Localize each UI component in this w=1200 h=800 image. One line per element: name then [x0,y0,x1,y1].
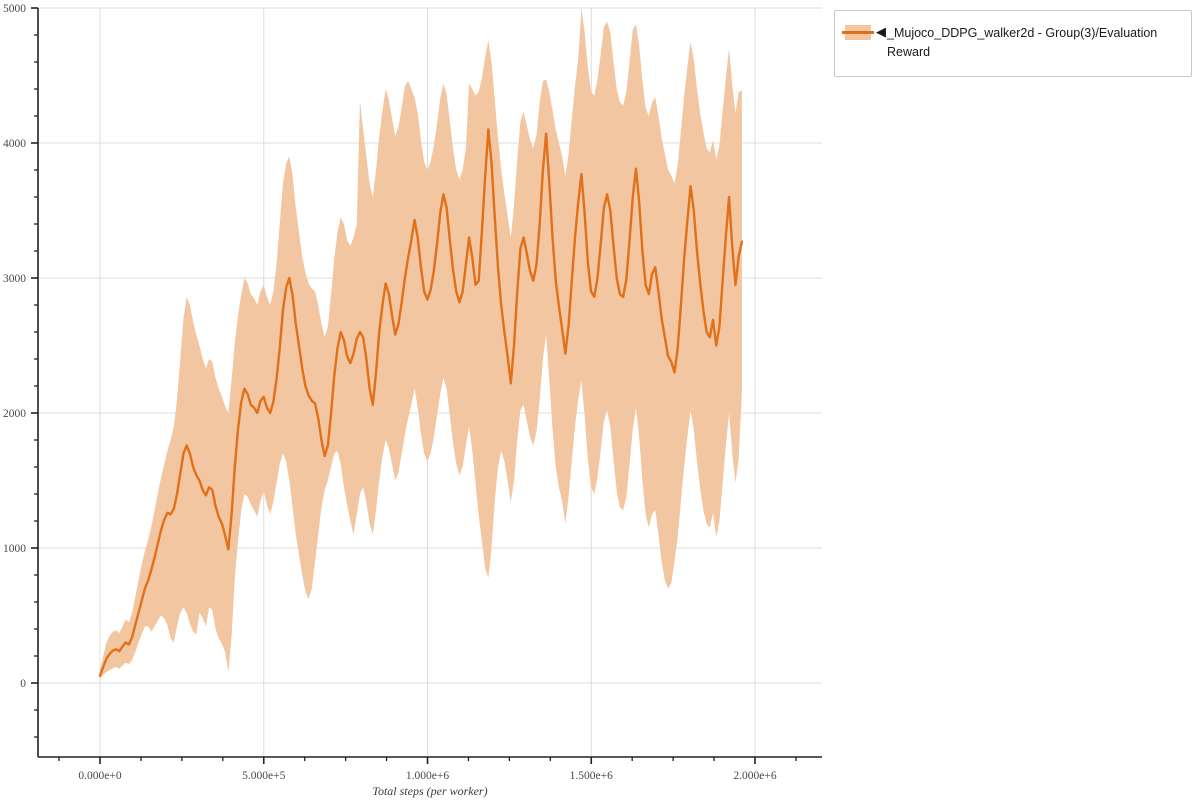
legend-swatch [842,25,874,40]
legend-label: _Mujoco_DDPG_walker2d - Group(3)/Evaluat… [887,26,1158,59]
y-tick-label: 4000 [3,138,26,150]
y-tick-label: 5000 [3,3,26,15]
y-tick-label: 1000 [3,543,26,555]
tick-labels: 0 1000 2000 3000 4000 5000 0.000e+0 5.000e+5 1.0… [3,3,777,782]
legend-line-swatch [842,31,874,34]
confidence-band [100,8,742,679]
legend[interactable]: ◀ _Mujoco_DDPG_walker2d - Group(3)/Evalu… [834,10,1192,77]
mean-line [98,128,744,677]
x-axis-title: Total steps (per worker) [372,784,487,798]
y-tick-label: 0 [20,678,26,690]
x-tick-label: 0.000e+0 [78,770,121,782]
y-tick-label: 3000 [3,273,26,285]
y-tick-label: 2000 [3,408,26,420]
x-tick-label: 2.000e+6 [733,770,776,782]
x-tick-label: 1.500e+6 [570,770,613,782]
legend-marker-icon: ◀ [876,24,886,39]
x-tick-label: 1.000e+6 [406,770,449,782]
axes [31,7,822,764]
legend-entry[interactable]: ◀ _Mujoco_DDPG_walker2d - Group(3)/Evalu… [842,24,1187,62]
x-tick-label: 5.000e+5 [242,770,285,782]
